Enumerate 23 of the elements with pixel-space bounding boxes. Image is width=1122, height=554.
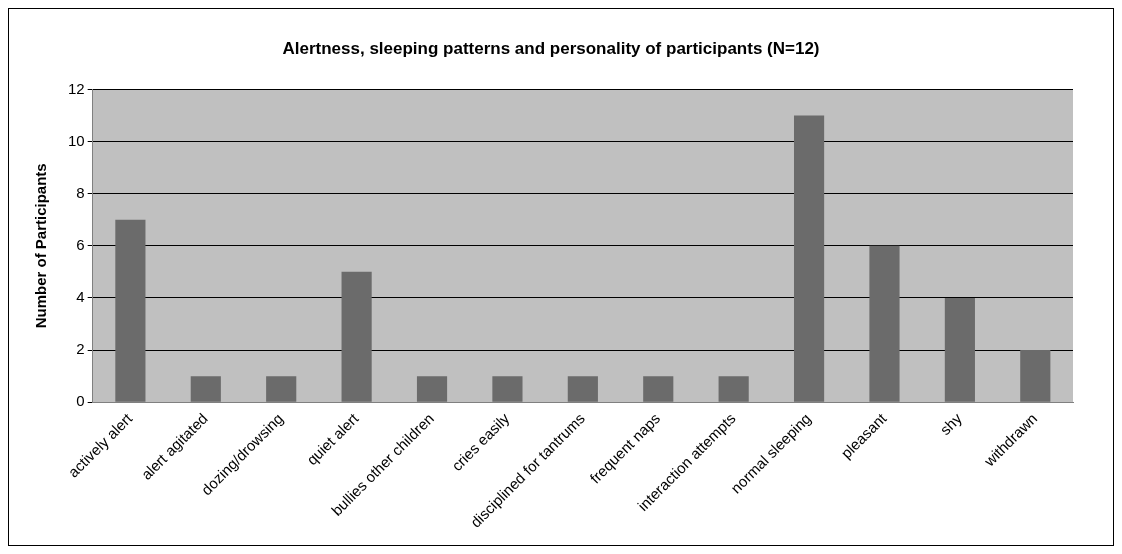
y-tick-label: 8 [76, 183, 85, 201]
x-tick-label: shy [936, 409, 966, 439]
bar [718, 376, 749, 402]
bar [1020, 350, 1051, 402]
chart-title: Alertness, sleeping patterns and personality of participants (N=12) [282, 38, 820, 58]
bar [341, 271, 372, 402]
y-tick-label: 10 [68, 131, 85, 149]
bar [944, 297, 975, 402]
bar [416, 376, 448, 402]
y-tick-label: 12 [68, 79, 85, 97]
bar [793, 115, 825, 402]
bar [869, 245, 900, 402]
y-tick-label: 4 [76, 288, 85, 306]
bar [567, 376, 598, 402]
y-axis-title: Number of Participants [32, 163, 50, 329]
bar [115, 219, 146, 402]
bar [643, 376, 674, 402]
bar [266, 376, 297, 402]
bar [190, 376, 221, 402]
y-tick-label: 2 [76, 340, 85, 358]
bar [492, 376, 523, 402]
y-tick-label: 0 [76, 392, 85, 410]
y-tick-label: 6 [76, 235, 85, 253]
